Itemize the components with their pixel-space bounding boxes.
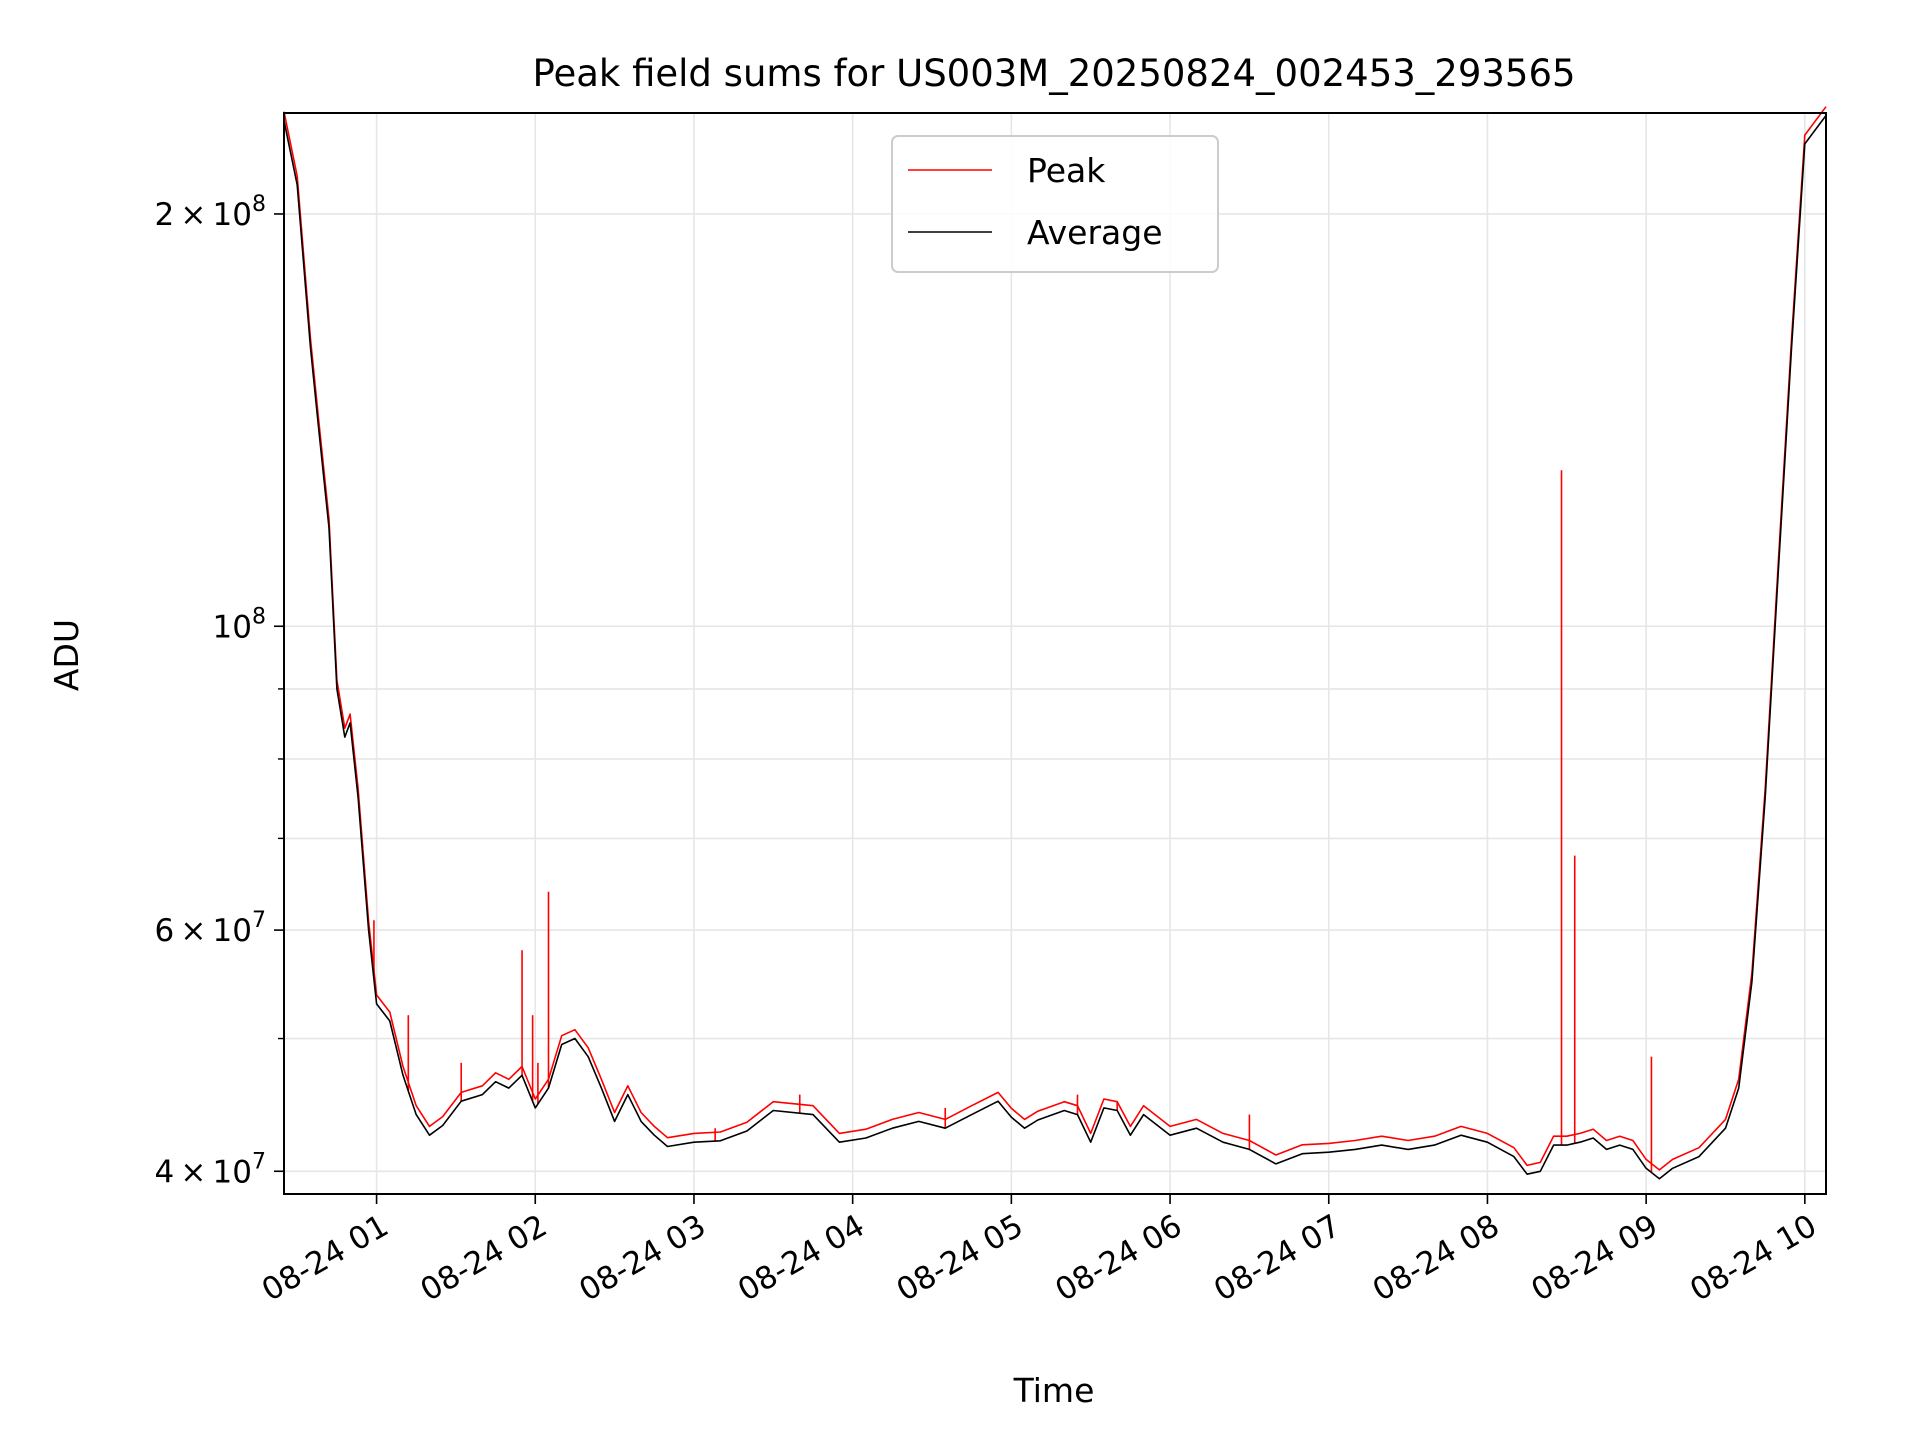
legend-average-label: Average [1027, 213, 1163, 252]
x-tick-label: 08-24 01 [256, 1208, 395, 1309]
x-tick-label: 08-24 07 [1208, 1208, 1347, 1309]
plot-frame [283, 112, 1827, 1195]
y-tick-label: 4 × 107 [154, 1149, 266, 1190]
grid-lines [284, 113, 1826, 1194]
x-tick-label: 08-24 09 [1525, 1208, 1664, 1309]
legend: Peak Average [891, 135, 1219, 273]
y-tick-label: 6 × 107 [154, 908, 266, 949]
average-series-line [283, 115, 1827, 1180]
x-tick-label: 08-24 02 [415, 1208, 554, 1309]
legend-peak-label: Peak [1027, 151, 1106, 190]
y-tick-label: 2 × 108 [154, 192, 266, 233]
x-tick-label: 08-24 08 [1367, 1208, 1506, 1309]
y-axis-label: ADU [47, 619, 86, 691]
x-tick-label: 08-24 06 [1049, 1208, 1188, 1309]
x-axis-label: Time [1013, 1371, 1095, 1410]
y-tick-label: 108 [213, 604, 266, 645]
x-tick-label: 08-24 10 [1684, 1208, 1823, 1309]
peak-series-line [283, 106, 1827, 1171]
x-tick-label: 08-24 04 [732, 1208, 871, 1309]
x-tick-label: 08-24 05 [891, 1208, 1030, 1309]
chart-title: Peak field sums for US003M_20250824_0024… [532, 52, 1575, 95]
x-tick-label: 08-24 03 [573, 1208, 712, 1309]
series-layer [283, 106, 1827, 1180]
